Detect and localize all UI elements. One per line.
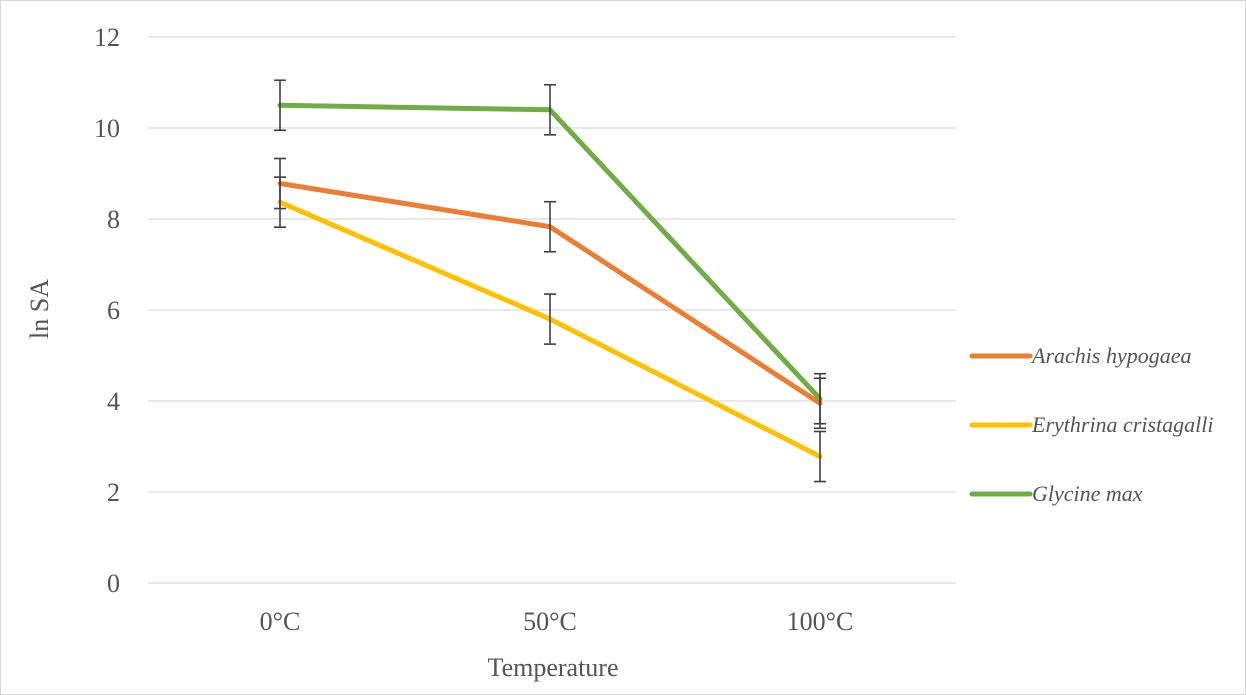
legend-label: Glycine max [1032, 481, 1143, 506]
y-tick-label: 8 [107, 205, 120, 234]
gridlines [148, 36, 956, 584]
y-tick-label: 4 [107, 387, 120, 416]
error-bar [544, 83, 556, 136]
y-tick-label: 6 [107, 296, 120, 325]
y-tick-label: 0 [107, 569, 120, 598]
legend-label: Erythrina cristagalli [1031, 412, 1214, 437]
x-tick-label: 0°C [260, 607, 301, 636]
error-bar [814, 430, 826, 483]
x-tick-label: 100°C [787, 607, 854, 636]
legend: Arachis hypogaea Erythrina cristagalli Gly… [969, 343, 1214, 506]
x-tick-label: 50°C [523, 607, 577, 636]
y-tick-label: 10 [94, 114, 120, 143]
y-tick-label: 12 [94, 23, 120, 52]
error-bar [814, 372, 826, 425]
error-bar [544, 200, 556, 253]
error-bar [544, 293, 556, 345]
legend-label: Arachis hypogaea [1030, 343, 1191, 368]
error-bar [274, 176, 286, 228]
error-bars [274, 79, 826, 483]
y-axis-ticks: 0 2 4 6 8 10 12 [94, 23, 120, 598]
y-tick-label: 2 [107, 478, 120, 507]
x-axis-title: Temperature [488, 653, 619, 682]
error-bar [274, 79, 286, 132]
x-axis-ticks: 0°C 50°C 100°C [260, 607, 854, 636]
y-axis-title: ln SA [25, 279, 54, 339]
